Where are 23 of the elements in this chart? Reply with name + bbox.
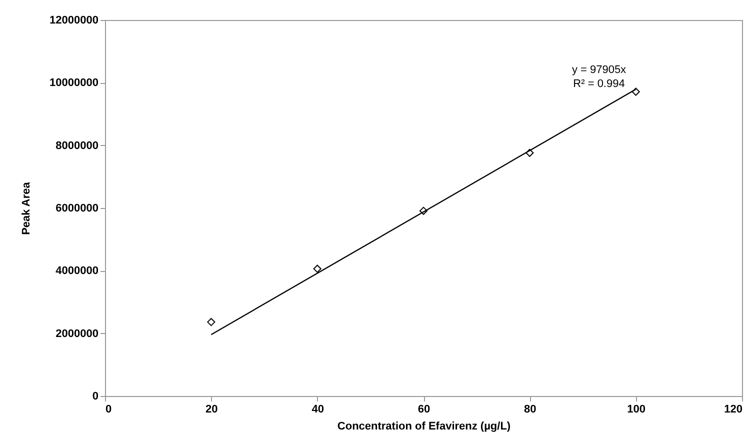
x-axis-title: Concentration of Efavirenz (µg/L): [337, 420, 511, 432]
y-axis-title: Peak Area: [20, 181, 33, 235]
point: [419, 206, 428, 215]
point: [313, 264, 322, 273]
point: [632, 88, 640, 96]
y-tick-label: 10000000: [50, 77, 98, 90]
annotation: R² = 0.994: [573, 78, 625, 90]
x-tick-label: 60: [418, 404, 430, 416]
x-tick-label: 0: [106, 404, 112, 416]
point: [207, 318, 216, 326]
y-tick-label: 4000000: [56, 265, 98, 278]
y-tick-label: 0: [92, 390, 98, 402]
y-tick-label: 8000000: [56, 140, 98, 152]
x-tick-label: 120: [724, 404, 742, 416]
y-tick-label: 6000000: [56, 202, 98, 214]
x-tick-label: 100: [627, 404, 646, 416]
point: [526, 148, 534, 157]
x-tick-label: 20: [206, 404, 218, 416]
x-tick-label: 40: [312, 404, 324, 416]
x-tick-label: 80: [524, 404, 536, 416]
annotation: y = 97905x: [572, 64, 627, 76]
y-tick-label: 12000000: [50, 14, 98, 26]
y-tick-label: 2000000: [56, 328, 98, 340]
